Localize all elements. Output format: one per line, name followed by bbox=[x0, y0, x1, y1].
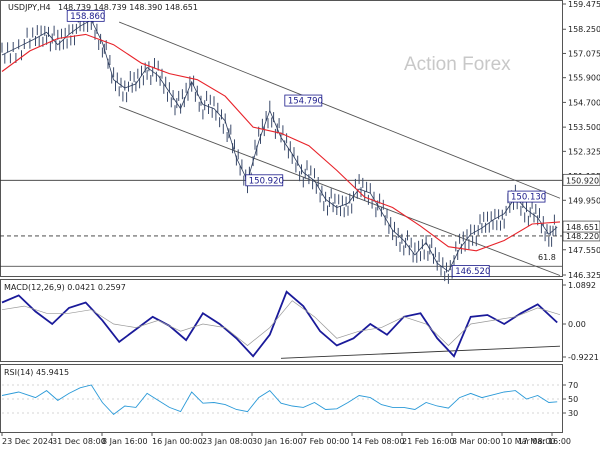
y-tick-label-price: 154.700 bbox=[568, 98, 600, 107]
watermark: Action Forex bbox=[404, 54, 511, 75]
level-box bbox=[562, 173, 600, 186]
x-tick-label: 23 Jan 08:00 bbox=[202, 437, 253, 446]
x-tick-label: 7 Feb 00:00 bbox=[302, 437, 349, 446]
annotation-box bbox=[66, 9, 105, 22]
annotation-box bbox=[284, 94, 323, 107]
y-tick-label-price: 146.325 bbox=[568, 271, 600, 280]
annotation-label: 146.520 bbox=[455, 267, 490, 277]
y-tick-label-price: 158.250 bbox=[568, 25, 600, 34]
macd-title: MACD(12,26,9) 0.0421 0.2597 bbox=[4, 283, 126, 292]
channel-line bbox=[119, 21, 561, 199]
x-tick-label: 16 Jan 00:00 bbox=[152, 437, 203, 446]
y-tick-label-price: 149.950 bbox=[568, 196, 600, 205]
price-line bbox=[1, 19, 558, 273]
y-tick-label-price: 153.500 bbox=[568, 123, 600, 132]
y-tick-label-price: 155.900 bbox=[568, 74, 600, 83]
annotation-box bbox=[507, 190, 546, 203]
annotation-label: 154.790 bbox=[288, 97, 323, 107]
current-price-label: 148.651 bbox=[566, 223, 599, 232]
y-tick-label-price: 147.550 bbox=[568, 246, 600, 255]
y-tick-label-macd: -0.9221 bbox=[568, 353, 599, 362]
y-tick-label-price: 159.475 bbox=[568, 0, 600, 9]
y-tick-label-rsi: 70 bbox=[568, 381, 578, 390]
price-plot: 158.860 154.790 150.920 150.130 146.520 bbox=[0, 9, 562, 284]
macd-plot bbox=[1, 290, 561, 359]
x-tick-label: 30 Jan 16:00 bbox=[252, 437, 303, 446]
y-tick-label-price: 157.075 bbox=[568, 49, 600, 58]
macd-panel bbox=[0, 279, 563, 362]
rsi-plot bbox=[1, 384, 560, 416]
x-tick-label: 14 Feb 08:00 bbox=[352, 437, 404, 446]
macd-trend-line bbox=[280, 345, 561, 359]
x-tick-label: 17 Mar 16:00 bbox=[518, 437, 571, 446]
y-tick-label-rsi: 50 bbox=[568, 395, 578, 404]
x-tick-label: 10 Mar 08:00 bbox=[502, 437, 555, 446]
rsi-title: RSI(14) 45.9415 bbox=[4, 368, 69, 377]
annotation-label: 158.860 bbox=[70, 12, 105, 22]
rsi-panel bbox=[0, 364, 563, 433]
channel-line bbox=[119, 106, 561, 276]
y-tick-label-price: 152.325 bbox=[568, 147, 600, 156]
fib-label: 61.8 bbox=[538, 253, 556, 262]
x-tick-label: 23 Dec 2024 bbox=[2, 437, 53, 446]
level-label: 148.220 bbox=[566, 232, 599, 241]
x-tick-label: 3 Mar 00:00 bbox=[452, 437, 500, 446]
annotation-label: 150.920 bbox=[249, 176, 284, 186]
header-symbol: USDJPY,H4 bbox=[8, 3, 51, 12]
x-tick-label: 31 Dec 08:00 bbox=[52, 437, 106, 446]
x-tick-label: 8 Jan 16:00 bbox=[102, 437, 148, 446]
annotation-box bbox=[451, 265, 490, 277]
rsi-line bbox=[1, 384, 558, 416]
annotation-box bbox=[245, 174, 284, 187]
price-panel bbox=[0, 0, 563, 277]
moving-average-line bbox=[1, 33, 561, 252]
current-price-box bbox=[562, 220, 600, 233]
y-tick-label-rsi: 30 bbox=[568, 409, 578, 418]
macd-signal-line bbox=[1, 300, 561, 346]
x-tick-label: 21 Feb 16:00 bbox=[402, 437, 454, 446]
y-tick-label-macd: 1.0892 bbox=[568, 281, 596, 290]
macd-line bbox=[1, 290, 558, 358]
y-axis: 159.475 158.250 157.075 155.900 154.700 153.5… bbox=[562, 0, 600, 418]
annotation-label: 150.130 bbox=[511, 193, 546, 203]
y-tick-label-macd: 0.00 bbox=[568, 320, 586, 329]
header-ohlc: 148.739 148.739 148.390 148.651 bbox=[58, 3, 198, 12]
level-label: 150.920 bbox=[566, 176, 599, 185]
